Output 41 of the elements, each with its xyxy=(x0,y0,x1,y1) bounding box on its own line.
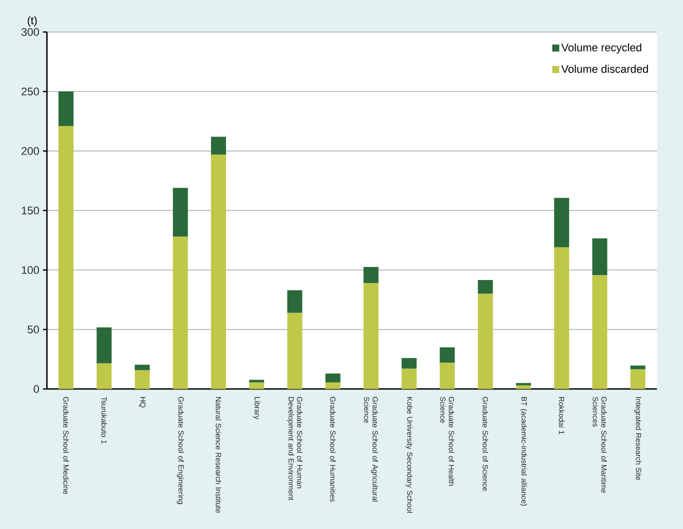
y-tick-label: 100 xyxy=(22,266,39,274)
bar xyxy=(592,238,608,276)
bar xyxy=(554,198,570,248)
bar xyxy=(630,366,646,370)
bar xyxy=(211,154,226,389)
bar xyxy=(58,126,74,389)
bar xyxy=(364,267,378,284)
bar xyxy=(287,290,302,313)
y-tick-label: 250 xyxy=(22,88,39,96)
bar xyxy=(58,91,74,126)
bar xyxy=(249,380,264,382)
bar xyxy=(211,136,226,155)
bar xyxy=(134,370,150,389)
bar xyxy=(287,312,302,389)
legend-label: Volume recycled xyxy=(561,43,642,54)
bar xyxy=(440,347,455,363)
y-tick-label: 0 xyxy=(34,385,39,393)
bar xyxy=(554,247,570,389)
bar xyxy=(134,364,150,370)
bar xyxy=(249,382,264,389)
bar xyxy=(516,385,531,389)
bar xyxy=(592,275,608,389)
bar xyxy=(325,382,340,389)
y-tick-label: 200 xyxy=(22,147,39,155)
bar xyxy=(440,362,455,389)
bar xyxy=(364,283,378,389)
bar xyxy=(630,369,646,389)
y-tick-label: 300 xyxy=(21,28,39,36)
bar xyxy=(172,236,188,389)
bar xyxy=(478,294,493,389)
bar xyxy=(172,188,188,237)
bar xyxy=(325,374,340,382)
y-tick-label: 50 xyxy=(28,326,39,334)
y-axis-title: (t) xyxy=(28,16,37,26)
bar xyxy=(96,327,112,364)
bar xyxy=(478,280,493,294)
bar xyxy=(402,358,417,369)
y-tick-label: 150 xyxy=(22,206,39,214)
bar xyxy=(402,368,417,389)
legend-label: Volume discarded xyxy=(561,64,648,73)
bar xyxy=(96,363,112,389)
